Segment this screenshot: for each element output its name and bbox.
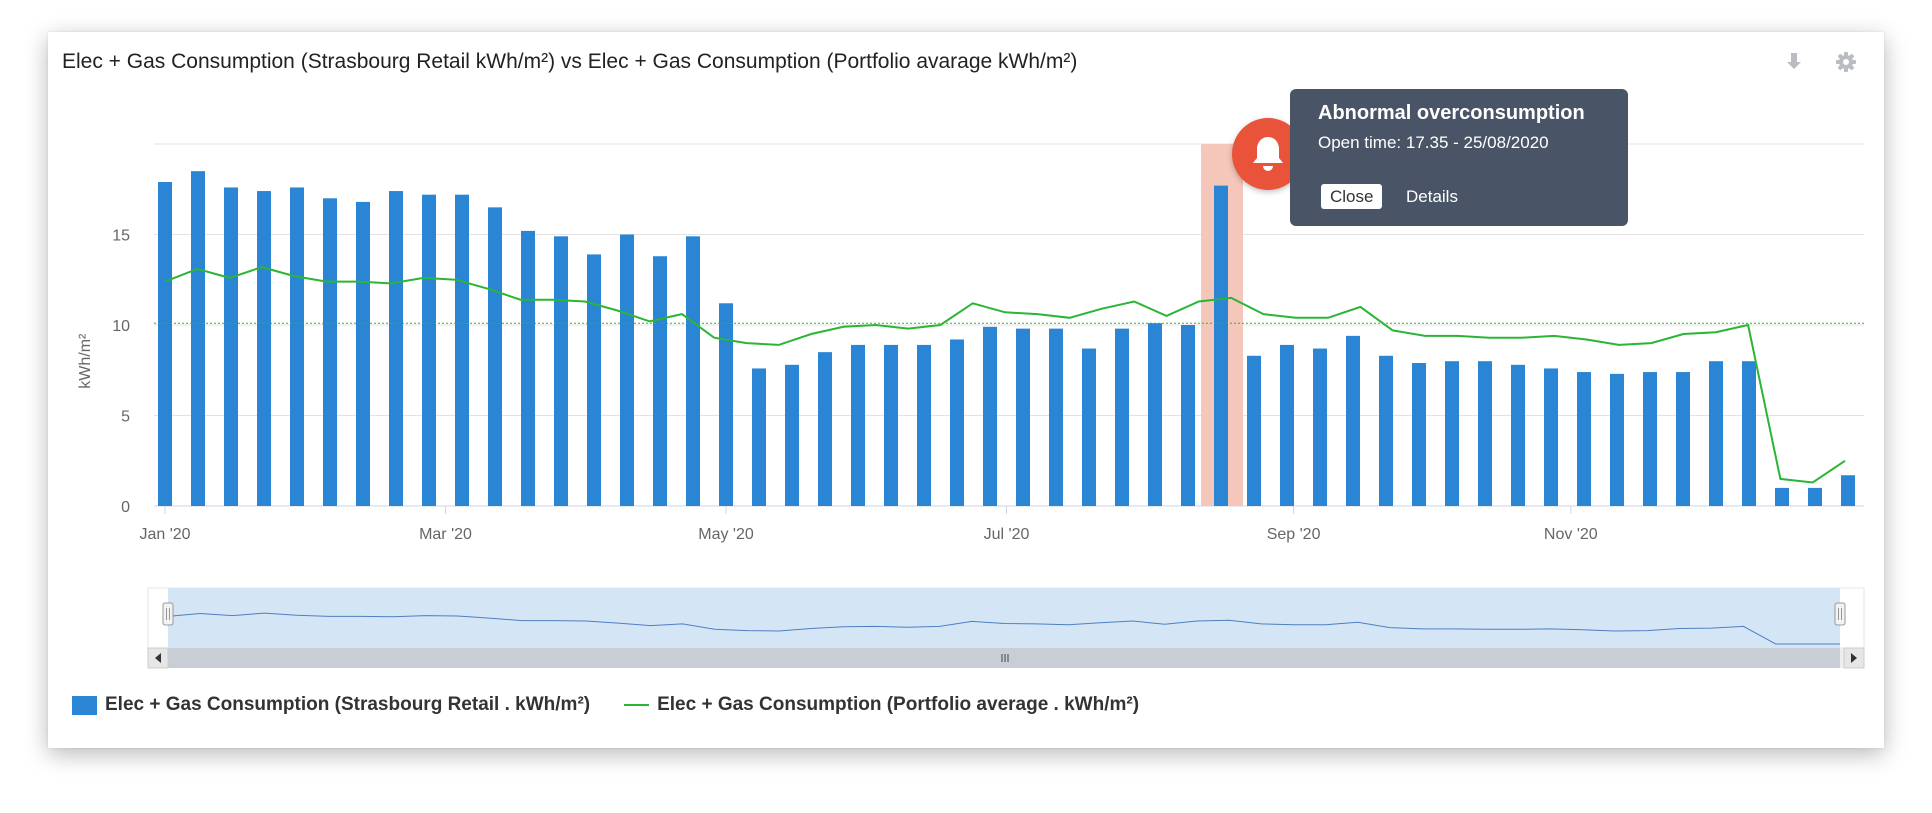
bar xyxy=(1181,325,1195,506)
scrollbar-thumb xyxy=(168,648,1840,668)
arrow-right-glyph xyxy=(1851,653,1857,663)
alert-tooltip: Abnormal overconsumption Open time: 17.3… xyxy=(1290,89,1628,226)
bar xyxy=(1148,323,1162,506)
arrow-left-icon[interactable] xyxy=(147,647,169,669)
bar xyxy=(1544,368,1558,506)
bar xyxy=(653,256,667,506)
x-tick-label: Jan '20 xyxy=(139,526,190,543)
bar xyxy=(1676,372,1690,506)
download-icon[interactable] xyxy=(1782,50,1806,74)
close-button[interactable]: Close xyxy=(1321,184,1383,209)
x-tick-label: Jul '20 xyxy=(984,526,1030,543)
bar xyxy=(1577,372,1591,506)
bar xyxy=(884,344,898,506)
bar xyxy=(752,368,766,506)
bar xyxy=(455,194,469,506)
bar xyxy=(1478,361,1492,506)
bar xyxy=(1115,328,1129,506)
chart-card: Elec + Gas Consumption (Strasbourg Retai… xyxy=(48,32,1884,748)
x-tick-label: Mar '20 xyxy=(419,526,472,543)
bell-icon xyxy=(1253,137,1283,171)
bar xyxy=(1808,487,1822,506)
bar xyxy=(983,326,997,506)
x-tick-label: Nov '20 xyxy=(1544,526,1598,543)
bar xyxy=(620,234,634,506)
bar xyxy=(686,236,700,506)
legend-line-swatch xyxy=(624,704,650,706)
handle-body xyxy=(1834,602,1846,626)
x-tick-label: Sep '20 xyxy=(1267,526,1321,543)
bar xyxy=(488,207,502,506)
bar xyxy=(422,194,436,506)
bar xyxy=(1445,361,1459,506)
bar xyxy=(1280,344,1294,506)
bar xyxy=(554,236,568,506)
portfolio-series-line xyxy=(164,266,1846,484)
navigator-handle-right[interactable] xyxy=(1834,602,1846,626)
scrollbar-grip-icon xyxy=(1001,654,1009,662)
navigator-series-line xyxy=(167,612,1840,645)
legend: Elec + Gas Consumption (Strasbourg Retai… xyxy=(72,692,1173,718)
legend-bar-swatch xyxy=(72,695,97,715)
bar xyxy=(323,198,337,507)
bar xyxy=(356,201,370,507)
bar xyxy=(290,187,304,506)
bar xyxy=(917,344,931,506)
bar xyxy=(1742,361,1756,506)
navigator-scrollbar[interactable] xyxy=(147,647,1865,669)
bar xyxy=(1610,373,1624,506)
bar xyxy=(1379,355,1393,506)
bar xyxy=(1412,363,1426,506)
bar xyxy=(224,187,238,506)
y-tick-label: 15 xyxy=(112,228,130,245)
x-tick-label: May '20 xyxy=(698,526,754,543)
chart-title: Elec + Gas Consumption (Strasbourg Retai… xyxy=(62,50,1078,73)
legend-label-portfolio: Elec + Gas Consumption (Portfolio averag… xyxy=(657,694,1140,715)
legend-item-retail[interactable]: Elec + Gas Consumption (Strasbourg Retai… xyxy=(72,694,590,716)
legend-label-retail: Elec + Gas Consumption (Strasbourg Retai… xyxy=(105,694,591,715)
arrow-left-glyph xyxy=(155,653,161,663)
alert-title: Abnormal overconsumption xyxy=(1318,102,1585,124)
bar xyxy=(719,303,733,506)
bar xyxy=(587,254,601,506)
bar xyxy=(158,182,172,506)
bar xyxy=(257,191,271,506)
bar xyxy=(851,344,865,506)
bar xyxy=(950,339,964,506)
bar xyxy=(1643,372,1657,506)
navigator-selection xyxy=(168,588,1840,648)
bar xyxy=(1016,328,1030,506)
chart-plot: 0 5 10 15 kWh/m² Jan '20 Mar '20 May '20 Jul '20… xyxy=(77,143,1865,669)
handle-body xyxy=(162,602,174,626)
bar xyxy=(1214,185,1228,506)
y-axis-title: kWh/m² xyxy=(77,333,94,389)
bar xyxy=(1049,328,1063,506)
details-button[interactable]: Details xyxy=(1406,184,1458,209)
bar xyxy=(191,171,205,506)
alert-open-time: Open time: 17.35 - 25/08/2020 xyxy=(1318,133,1549,152)
bar xyxy=(785,364,799,506)
bar xyxy=(389,191,403,506)
gear-icon[interactable] xyxy=(1834,50,1858,74)
bar xyxy=(1775,487,1789,506)
arrow-right-icon[interactable] xyxy=(1843,647,1865,669)
bar xyxy=(818,352,832,506)
y-tick-label: 10 xyxy=(112,318,130,335)
bar xyxy=(1313,348,1327,506)
bar xyxy=(1709,361,1723,506)
bar xyxy=(1247,355,1261,506)
bar xyxy=(1082,348,1096,506)
bar xyxy=(1841,475,1855,506)
bar xyxy=(1511,364,1525,506)
bar xyxy=(521,230,535,506)
legend-item-portfolio[interactable]: Elec + Gas Consumption (Portfolio averag… xyxy=(624,694,1139,716)
navigator-handle-left[interactable] xyxy=(162,602,174,626)
y-tick-label: 0 xyxy=(121,499,130,516)
bar xyxy=(1346,335,1360,506)
y-tick-label: 5 xyxy=(121,409,130,426)
